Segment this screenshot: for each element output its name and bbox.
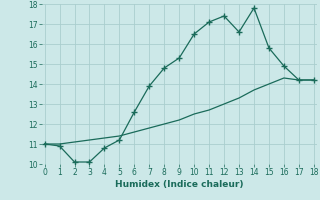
X-axis label: Humidex (Indice chaleur): Humidex (Indice chaleur) — [115, 180, 244, 189]
